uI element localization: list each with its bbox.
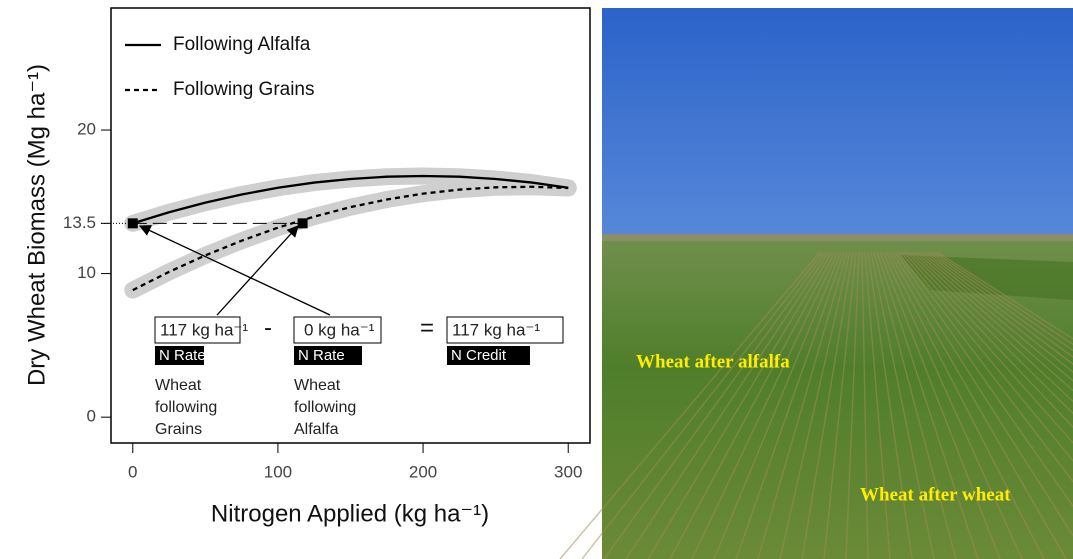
- row: [897, 251, 1073, 483]
- photo-label: Wheat after wheat: [860, 484, 1011, 505]
- operator: -: [264, 314, 272, 341]
- y-tick-label: 13.5: [63, 213, 96, 232]
- row: [921, 251, 1073, 373]
- row: [894, 251, 1073, 508]
- row: [581, 251, 824, 559]
- x-tick-label: 0: [128, 462, 137, 481]
- rows: [559, 251, 1073, 559]
- value-box: [446, 316, 564, 344]
- tag-box: [155, 346, 204, 365]
- row: [879, 251, 1001, 559]
- row: [888, 251, 1067, 559]
- x-tick-label: 200: [409, 462, 437, 481]
- row: [933, 251, 1073, 346]
- series-line: [132, 174, 569, 225]
- series-line: [132, 185, 569, 292]
- row: [603, 251, 827, 559]
- arrow: [216, 225, 299, 316]
- row: [882, 251, 1023, 559]
- row: [823, 251, 857, 559]
- y-tick-label: 10: [77, 263, 96, 282]
- row: [691, 251, 839, 559]
- point: [297, 218, 308, 229]
- row: [647, 251, 833, 559]
- note: Grains: [155, 421, 202, 438]
- row: [559, 251, 821, 559]
- row: [669, 251, 836, 559]
- legend-label: Following Alfalfa: [173, 34, 311, 55]
- row: [625, 251, 830, 559]
- value-text: 117 kg ha⁻¹: [160, 320, 248, 339]
- row: [713, 251, 842, 559]
- row: [906, 251, 1073, 429]
- row: [845, 251, 860, 559]
- row: [779, 251, 851, 559]
- row: [891, 251, 1073, 537]
- arrow: [138, 225, 331, 316]
- photo: [559, 8, 1073, 559]
- value-box: [154, 316, 241, 344]
- row: [915, 251, 1073, 392]
- row: [885, 251, 1045, 559]
- note: Wheat: [155, 377, 202, 394]
- note: following: [155, 399, 217, 416]
- photo-label: Wheat after alfalfa: [636, 351, 790, 372]
- plot-frame: [110, 7, 591, 444]
- row: [903, 251, 1073, 444]
- row: [870, 251, 935, 559]
- row: [861, 251, 869, 559]
- tag-box: [447, 346, 530, 365]
- note: following: [294, 399, 356, 416]
- value-text: 0 kg ha⁻¹: [304, 320, 375, 339]
- row: [924, 251, 1073, 366]
- row: [801, 251, 854, 559]
- operator: =: [420, 314, 434, 341]
- y-tick-label: 20: [77, 120, 96, 139]
- row: [909, 251, 1073, 415]
- note: Alfalfa: [294, 421, 339, 438]
- row: [927, 251, 1073, 358]
- plot: [101, 167, 577, 299]
- row: [936, 251, 1073, 340]
- x-tick-label: 300: [554, 462, 582, 481]
- tag-text: N Credit: [451, 347, 507, 364]
- row: [873, 251, 957, 559]
- y-axis-title: Dry Wheat Biomass (Mg ha⁻¹): [23, 64, 50, 386]
- row: [912, 251, 1073, 403]
- row: [900, 251, 1073, 462]
- row: [876, 251, 979, 559]
- tree-line: [602, 234, 1073, 243]
- tag-box: [294, 346, 362, 365]
- value-text: 117 kg ha⁻¹: [452, 320, 540, 339]
- row: [918, 251, 1073, 382]
- tag-text: N Rate: [298, 347, 345, 364]
- row: [735, 251, 845, 559]
- x-axis-title: Nitrogen Applied (kg ha⁻¹): [211, 500, 489, 527]
- value-box: [293, 316, 382, 344]
- row: [867, 251, 913, 559]
- row: [864, 251, 891, 559]
- row: [757, 251, 848, 559]
- row: [930, 251, 1073, 352]
- point: [127, 218, 138, 229]
- tag-text: N Rate: [159, 347, 206, 364]
- x-tick-label: 100: [264, 462, 292, 481]
- y-tick-label: 0: [87, 407, 96, 426]
- legend-label: Following Grains: [173, 79, 315, 100]
- note: Wheat: [294, 377, 341, 394]
